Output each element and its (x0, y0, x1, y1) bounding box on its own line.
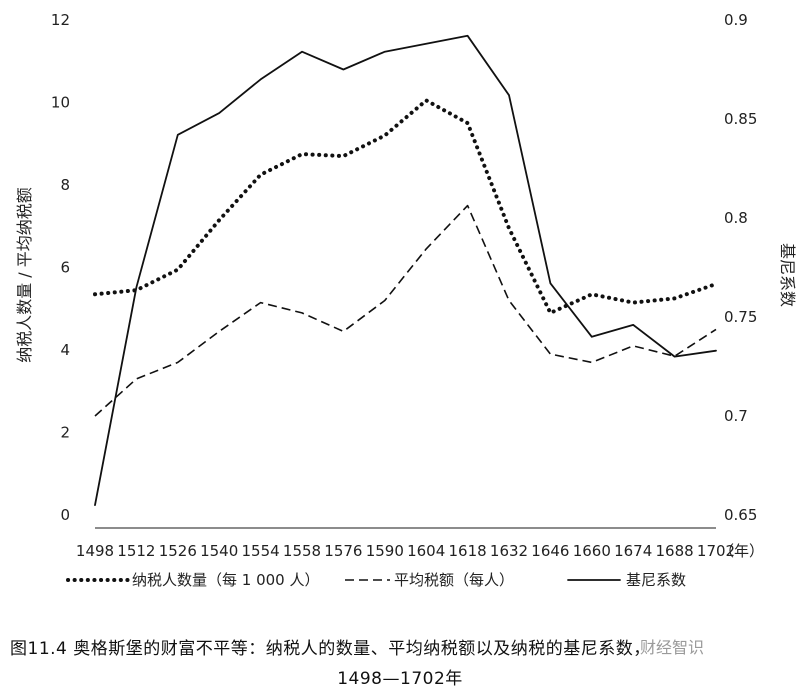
y-right-axis-title: 基尼系数 (778, 243, 797, 307)
x-tick-label: 1618 (449, 542, 487, 560)
y-left-tick-label: 4 (60, 341, 70, 359)
x-tick-label: 1540 (200, 542, 238, 560)
legend-label: 纳税人数量（每 1 000 人） (132, 571, 319, 589)
x-tick-labels: 1498 1512 1526 1540 1554 1558 1576 1590 1604 1618… (76, 542, 735, 560)
legend-label: 平均税额（每人） (394, 571, 514, 589)
x-tick-label: 1558 (283, 542, 321, 560)
chart-canvas: 1498 1512 1526 1540 1554 1558 1576 1590 1604 1618… (15, 11, 797, 589)
series-line-dotted (93, 98, 718, 315)
x-tick-label: 1646 (531, 542, 569, 560)
legend-label: 基尼系数 (626, 571, 686, 589)
x-tick-label: 1576 (324, 542, 362, 560)
x-tick-label: 1688 (656, 542, 694, 560)
y-right-tick-label: 0.9 (724, 11, 748, 29)
legend: 纳税人数量（每 1 000 人） 平均税额（每人） 基尼系数 (66, 571, 686, 589)
figure-caption-line2: 1498—1702年 (337, 669, 463, 689)
y-left-tick-label: 2 (60, 424, 70, 442)
x-tick-label: 1632 (490, 542, 528, 560)
series-layer (93, 34, 718, 507)
series-line-solid (94, 34, 717, 507)
y-right-tick-label: 0.85 (724, 110, 757, 128)
y-right-tick-label: 0.65 (724, 506, 757, 524)
x-tick-label: 1590 (366, 542, 404, 560)
watermark: 财经智识 (640, 638, 705, 657)
x-tick-label: 1512 (117, 542, 155, 560)
x-unit-label: （年） (719, 542, 764, 560)
x-tick-label: 1526 (159, 542, 197, 560)
x-tick-label: 1660 (573, 542, 611, 560)
x-tick-label: 1554 (242, 542, 280, 560)
x-tick-label: 1702 (697, 542, 735, 560)
y-left-tick-label: 0 (60, 506, 70, 524)
y-left-axis-title: 纳税人数量 / 平均纳税额 (15, 187, 34, 363)
y-left-tick-label: 8 (60, 176, 70, 194)
series-line-dashed (94, 204, 717, 417)
x-tick-label: 1674 (614, 542, 652, 560)
y-right-tick-label: 0.8 (724, 209, 748, 227)
y-left-tick-label: 6 (60, 259, 70, 277)
x-tick-label: 1604 (407, 542, 445, 560)
y-right-tick-label: 0.7 (724, 407, 748, 425)
y-left-tick-labels: 0 2 4 6 8 10 12 (51, 11, 70, 524)
y-right-tick-label: 0.75 (724, 308, 757, 326)
x-tick-label: 1498 (76, 542, 114, 560)
y-left-tick-label: 10 (51, 94, 70, 112)
figure-caption-line1: 图11.4 奥格斯堡的财富不平等：纳税人的数量、平均纳税额以及纳税的基尼系数， (10, 639, 651, 659)
y-left-tick-label: 12 (51, 11, 70, 29)
y-right-tick-labels: 0.65 0.7 0.75 0.8 0.85 0.9 (724, 11, 757, 524)
